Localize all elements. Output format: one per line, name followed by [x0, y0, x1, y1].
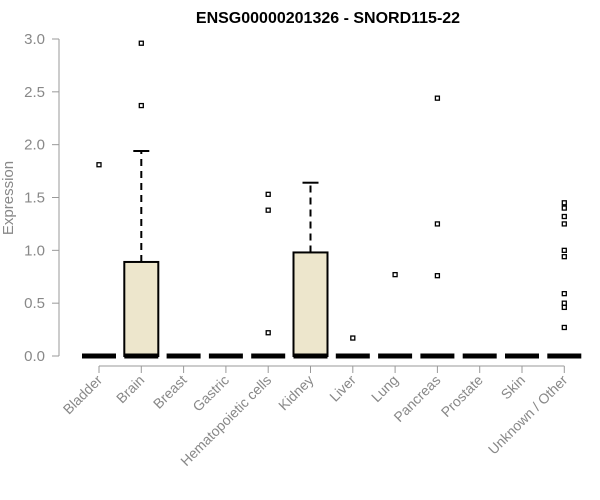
chart-title: ENSG00000201326 - SNORD115-22: [196, 10, 460, 27]
outlier-point: [138, 40, 144, 46]
outlier-point: [561, 200, 567, 206]
x-tick-label: Liver: [326, 372, 359, 405]
outlier-point: [265, 330, 271, 336]
y-tick-label: 1.0: [24, 242, 45, 259]
outlier-point: [561, 213, 567, 220]
outlier-point: [96, 162, 102, 168]
outlier-point: [561, 300, 567, 306]
box-group: [547, 200, 582, 359]
box-body: [292, 251, 329, 358]
x-tick-label: Skin: [498, 372, 529, 403]
outlier-point: [434, 95, 441, 101]
x-tick-label: Kidney: [275, 372, 317, 414]
outlier-point: [561, 247, 567, 253]
outlier-point: [561, 324, 567, 331]
x-tick-label: Bladder: [60, 372, 106, 418]
x-tick-label: Prostate: [438, 372, 486, 420]
y-axis: 0.0 0.5 1.0 1.5 2.0 2.5 3.0: [24, 31, 60, 365]
box-group: [335, 335, 370, 359]
y-tick-label: 0.5: [24, 295, 45, 312]
outlier-point: [561, 254, 567, 260]
y-tick-label: 0.0: [24, 348, 45, 365]
y-axis-label: Expression: [0, 161, 17, 235]
outlier-point: [350, 335, 356, 341]
y-tick-label: 2.0: [24, 137, 45, 154]
outlier-point: [138, 102, 144, 109]
outlier-point: [265, 207, 271, 213]
box-group: [292, 181, 329, 359]
box-group: [251, 191, 286, 359]
outlier-point: [561, 304, 567, 311]
outlier-point: [265, 191, 271, 197]
x-tick-label: Unknown / Other: [485, 372, 571, 458]
y-tick-label: 3.0: [24, 31, 45, 48]
box-group: [82, 162, 116, 359]
y-tick-label: 1.5: [24, 190, 45, 207]
outlier-point: [561, 291, 567, 297]
x-tick-label: Lung: [368, 372, 401, 405]
outlier-point: [392, 271, 398, 278]
outlier-point: [561, 205, 567, 211]
outlier-point: [434, 221, 441, 227]
outlier-point: [561, 221, 567, 227]
x-tick-label: Pancreas: [390, 372, 443, 425]
box-body: [123, 260, 160, 357]
box-group: [420, 95, 455, 359]
y-tick-label: 2.5: [24, 84, 45, 101]
outlier-point: [434, 273, 441, 279]
box-group: [378, 271, 413, 359]
x-tick-label: Brain: [113, 372, 147, 406]
box-group: [123, 40, 160, 359]
boxes-layer: [82, 40, 582, 359]
x-tick-label: Breast: [150, 372, 190, 412]
